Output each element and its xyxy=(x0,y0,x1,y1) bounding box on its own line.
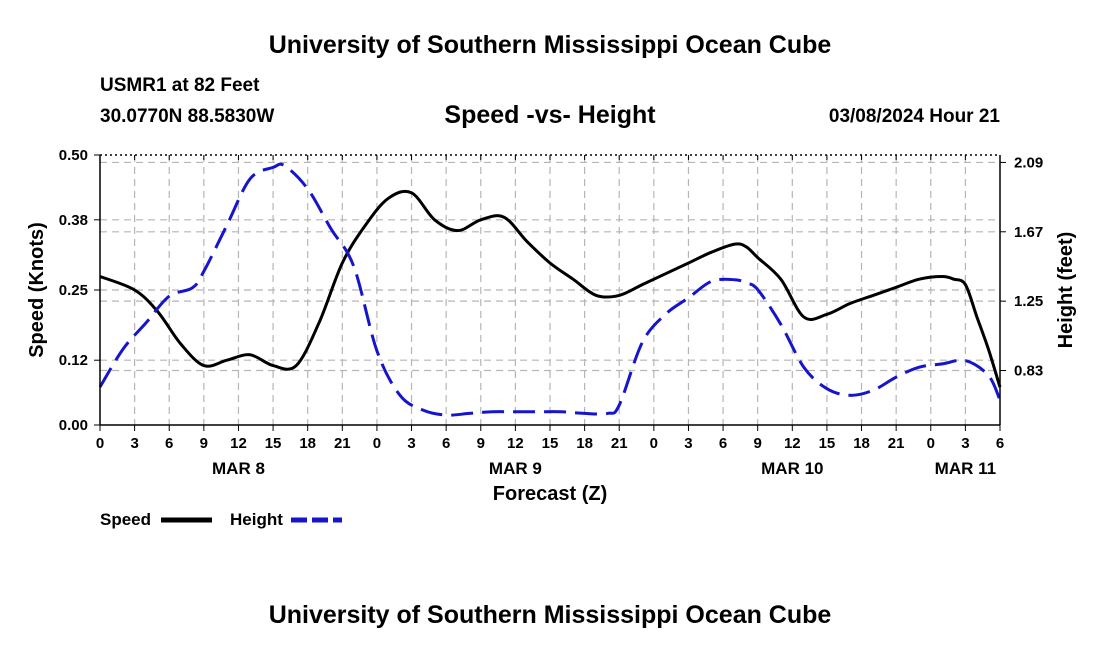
x-tick-label: 9 xyxy=(477,435,485,452)
legend: Speed Height xyxy=(100,510,342,529)
x-tick-label: 21 xyxy=(888,435,905,452)
grid xyxy=(100,155,1000,425)
series-layer xyxy=(98,162,1002,417)
date-label: MAR 9 xyxy=(489,459,542,478)
x-axis-title: Forecast (Z) xyxy=(493,483,607,505)
x-tick-label: 6 xyxy=(996,435,1004,452)
date-label: MAR 10 xyxy=(761,459,823,478)
chart-title: University of Southern Mississippi Ocean… xyxy=(268,31,832,59)
x-tick-label: 15 xyxy=(265,435,282,452)
axes xyxy=(94,154,1006,431)
x-tick-label: 21 xyxy=(334,435,351,452)
x-tick-label: 9 xyxy=(754,435,762,452)
x-tick-label: 0 xyxy=(373,435,381,452)
x-tick-label: 21 xyxy=(611,435,628,452)
x-tick-label: 18 xyxy=(853,435,870,452)
y-tick-label: 0.50 xyxy=(59,147,88,164)
x-tick-label: 18 xyxy=(576,435,593,452)
x-tick-label: 3 xyxy=(961,435,969,452)
y2-tick-label: 0.83 xyxy=(1014,363,1043,380)
x-tick-label: 0 xyxy=(650,435,658,452)
x-tick-label: 6 xyxy=(719,435,727,452)
y-tick-label: 0.00 xyxy=(59,417,88,434)
station-label: USMR1 at 82 Feet xyxy=(100,75,260,96)
y2-tick-label: 2.09 xyxy=(1014,154,1043,171)
x-tick-label: 3 xyxy=(684,435,692,452)
coordinates-label: 30.0770N 88.5830W xyxy=(100,106,275,127)
y2-axis-title: Height (feet) xyxy=(1055,232,1077,349)
x-tick-label: 0 xyxy=(927,435,935,452)
y-tick-label: 0.38 xyxy=(59,212,88,229)
x-tick-label: 3 xyxy=(130,435,138,452)
y-tick-label: 0.12 xyxy=(59,352,88,369)
x-tick-label: 12 xyxy=(784,435,801,452)
date-label: MAR 11 xyxy=(935,459,996,478)
x-tick-label: 0 xyxy=(96,435,104,452)
x-tick-label: 12 xyxy=(507,435,524,452)
x-tick-label: 15 xyxy=(819,435,836,452)
chart-subtitle: Speed -vs- Height xyxy=(444,101,656,129)
y-tick-label: 0.25 xyxy=(59,282,88,299)
y-axis-title: Speed (Knots) xyxy=(26,222,48,358)
y2-tick-label: 1.25 xyxy=(1014,293,1043,310)
date-label: MAR 8 xyxy=(212,459,265,478)
height-series-line xyxy=(98,162,1002,417)
x-tick-label: 18 xyxy=(299,435,316,452)
x-tick-label: 6 xyxy=(165,435,173,452)
x-tick-label: 6 xyxy=(442,435,450,452)
x-tick-label: 15 xyxy=(542,435,559,452)
x-tick-label: 12 xyxy=(230,435,247,452)
axis-labels: 0 3 6 9 12 15 18 21 0 3 6 9 12 15 18 21 0 3 6 9 12 15 18 21 0 3 6 0… xyxy=(26,147,1077,505)
footer-title: University of Southern Mississippi Ocean… xyxy=(268,601,832,629)
y2-tick-label: 1.67 xyxy=(1014,224,1043,241)
legend-height-label: Height xyxy=(230,510,283,529)
legend-speed-label: Speed xyxy=(100,510,151,529)
speed-series-line xyxy=(99,189,1002,388)
datetime-label: 03/08/2024 Hour 21 xyxy=(828,106,1000,127)
x-tick-label: 3 xyxy=(407,435,415,452)
x-tick-label: 9 xyxy=(200,435,208,452)
